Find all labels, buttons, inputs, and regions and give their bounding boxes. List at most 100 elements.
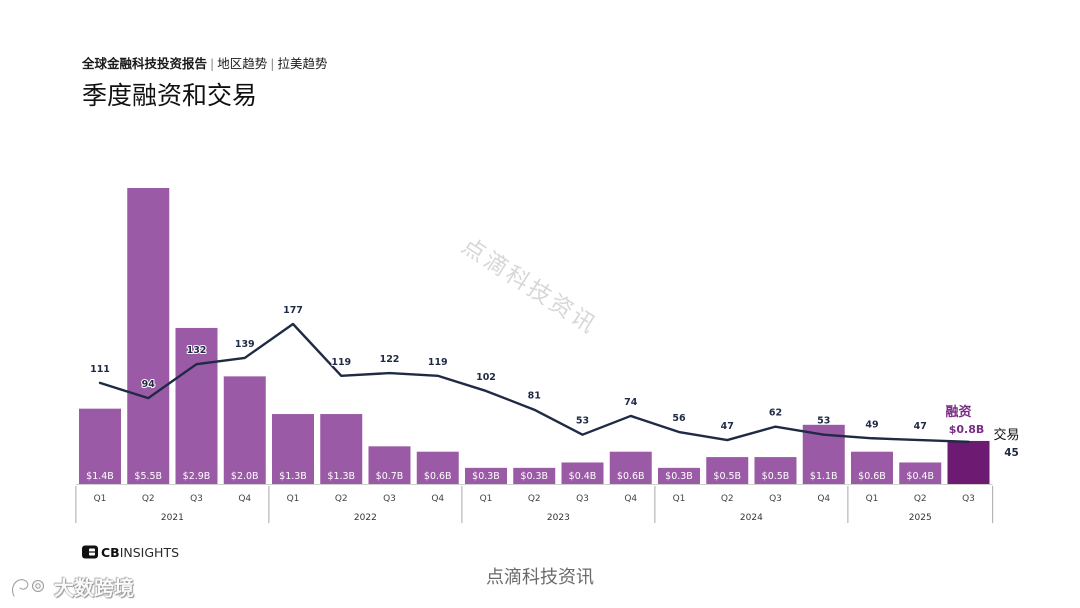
bar-value-label: $2.0B [231, 471, 259, 482]
deals-value-label: 49 [865, 419, 878, 430]
header-section: 地区趋势 [217, 56, 268, 71]
deals-value-label: 47 [721, 421, 734, 432]
deals-value-label: 47 [914, 421, 927, 432]
deals-value-label: 139 [235, 339, 255, 350]
bar [416, 451, 459, 484]
page-title: 季度融资和交易 [82, 81, 258, 110]
bar-value-label: $0.3B [520, 471, 548, 482]
x-axis: Q1 Q2 Q3 Q4 Q1 Q2 Q3 Q4 Q1 Q2 Q3 Q4 Q1 Q2 Q3 Q4 Q1 Q2 Q3 20… [75, 484, 994, 523]
bar [851, 451, 893, 484]
quarter-tick-label: Q3 [962, 494, 975, 504]
quarter-tick-label: Q1 [480, 494, 493, 504]
bar [272, 414, 314, 484]
quarter-tick-label: Q3 [576, 494, 589, 504]
deals-value-label: 119 [428, 357, 448, 368]
deals-line [98, 322, 970, 444]
bar [127, 188, 170, 484]
quarter-tick-label: Q1 [673, 494, 686, 504]
quarter-tick-label: Q4 [238, 494, 251, 504]
bar-value-label: $1.4B [86, 471, 114, 482]
quarter-tick-label: Q1 [866, 494, 879, 504]
series-callouts: 融资 $0.8B 交易 45 [945, 404, 1019, 459]
bar [223, 376, 266, 484]
quarter-tick-label: Q4 [431, 494, 444, 504]
bar [368, 446, 411, 484]
deals-value-label: 94 [142, 379, 156, 390]
quarter-tick-label: Q2 [528, 494, 541, 504]
bar [899, 462, 942, 484]
bar-value-label: $0.5B [762, 471, 790, 482]
bar-value-label: $0.6B [424, 471, 452, 482]
quarter-tick-label: Q2 [914, 494, 927, 504]
deals-value-label: 53 [817, 416, 830, 427]
bar-value-label: $0.7B [376, 471, 404, 482]
deals-value-label: 177 [283, 305, 303, 316]
bar-value-label: $5.5B [134, 471, 162, 482]
bar-value-label: $0.3B [665, 471, 693, 482]
bar [561, 462, 604, 484]
header-separator: | [210, 56, 215, 71]
quarter-tick-label: Q4 [624, 494, 637, 504]
bar-value-label: $0.4B [906, 471, 934, 482]
bar [79, 408, 121, 484]
deals-value-labels: 111 94 132 139 177 119 122 119 102 81 53 74 56 47 62 53… [89, 304, 928, 433]
quarter-tick-label: Q3 [769, 494, 782, 504]
deals-value-label: 81 [528, 391, 541, 402]
quarter-tick-label: Q3 [190, 494, 203, 504]
bar-value-label: $0.6B [617, 471, 645, 482]
year-group-label: 2024 [740, 513, 763, 523]
cbinsights-icon [82, 545, 98, 559]
corner-brand-logo: 大数跨境 [8, 572, 134, 601]
deals-value-label: 74 [624, 397, 638, 408]
bar-value-label: $0.3B [472, 471, 500, 482]
bar-value-label: $0.5B [713, 471, 741, 482]
header-separator: | [270, 56, 275, 71]
bar-value-label: $1.3B [327, 471, 355, 482]
deals-value-label: 62 [769, 408, 782, 419]
bar [175, 327, 218, 484]
bar-value-label: $0.6B [858, 471, 886, 482]
cbinsights-logo: CB INSIGHTS [82, 544, 179, 560]
deals-series-name: 交易 [993, 427, 1019, 443]
bar-value-label: $1.3B [279, 471, 307, 482]
year-group-label: 2023 [547, 513, 570, 523]
header-subsection: 拉美趋势 [277, 56, 328, 71]
deals-value-label: 102 [476, 372, 496, 383]
corner-brand-text: 大数跨境 [54, 576, 134, 600]
year-group-label: 2025 [909, 513, 932, 523]
quarter-tick-label: Q2 [721, 494, 734, 504]
deals-value-label: 111 [90, 364, 110, 375]
bar-value-label: $0.4B [569, 471, 597, 482]
deals-value-label: 132 [187, 345, 207, 356]
bar-highlighted [947, 440, 990, 484]
deals-value-label: 56 [672, 413, 686, 424]
report-header: 全球金融科技投资报告 | 地区趋势 | 拉美趋势 [82, 55, 327, 73]
bar [706, 457, 749, 484]
bar [513, 467, 556, 484]
footer-watermark: 点滴科技资讯 [486, 567, 594, 588]
quarter-tick-label: Q1 [287, 494, 300, 504]
funding-series-name: 融资 [945, 404, 971, 420]
bar [754, 457, 797, 484]
cbinsights-logo-bold: CB [101, 544, 120, 560]
quarter-tick-label: Q3 [383, 494, 396, 504]
year-group-label: 2021 [161, 513, 184, 523]
bar [320, 414, 363, 484]
bar [609, 451, 652, 484]
quarter-tick-label: Q2 [335, 494, 348, 504]
cbinsights-logo-light: INSIGHTS [119, 544, 180, 560]
funding-latest-value: $0.8B [949, 423, 985, 436]
bar-value-label: $2.9B [183, 471, 211, 482]
year-group-label: 2022 [354, 513, 377, 523]
bar [465, 467, 507, 484]
quarter-tick-label: Q2 [142, 494, 155, 504]
deals-value-label: 119 [331, 357, 351, 368]
quarter-tick-label: Q1 [94, 494, 107, 504]
funding-bar-series: $1.4B $5.5B $2.9B $2.0B $1.3B $1.3B $0.7B $0.6B… [79, 188, 990, 484]
quarter-tick-label: Q4 [817, 494, 830, 504]
report-name: 全球金融科技投资报告 [82, 56, 208, 71]
brand-swirl-icon [11, 577, 44, 598]
deals-latest-value: 45 [1004, 447, 1019, 459]
